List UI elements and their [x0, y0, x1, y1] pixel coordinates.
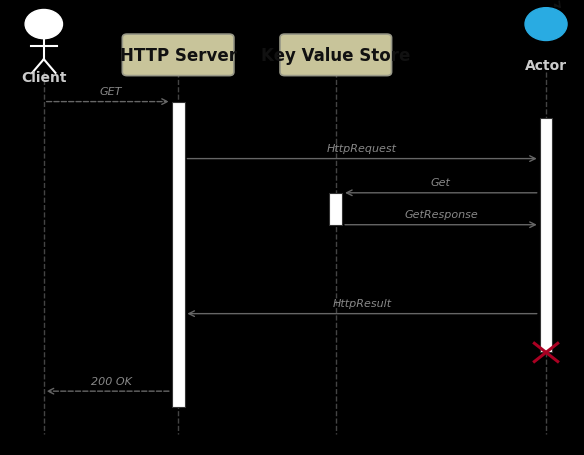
Text: 200 OK: 200 OK	[91, 376, 131, 386]
Text: GET: GET	[100, 87, 122, 97]
Text: Key Value Store: Key Value Store	[261, 47, 411, 65]
Text: Client: Client	[21, 71, 67, 85]
Bar	[540, 118, 552, 353]
Text: GetResponse: GetResponse	[404, 210, 478, 220]
Bar	[172, 102, 185, 407]
Bar	[329, 193, 342, 225]
Text: HttpRequest: HttpRequest	[327, 144, 397, 154]
Text: HttpResult: HttpResult	[332, 298, 392, 308]
Text: Get: Get	[431, 178, 451, 188]
Text: Actor: Actor	[525, 59, 567, 73]
Text: HTTP Server: HTTP Server	[120, 47, 237, 65]
Circle shape	[525, 9, 567, 41]
Circle shape	[25, 10, 62, 40]
FancyBboxPatch shape	[123, 35, 234, 76]
FancyBboxPatch shape	[280, 35, 391, 76]
